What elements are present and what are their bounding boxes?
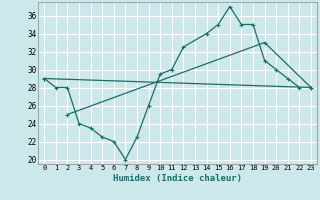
X-axis label: Humidex (Indice chaleur): Humidex (Indice chaleur): [113, 174, 242, 183]
